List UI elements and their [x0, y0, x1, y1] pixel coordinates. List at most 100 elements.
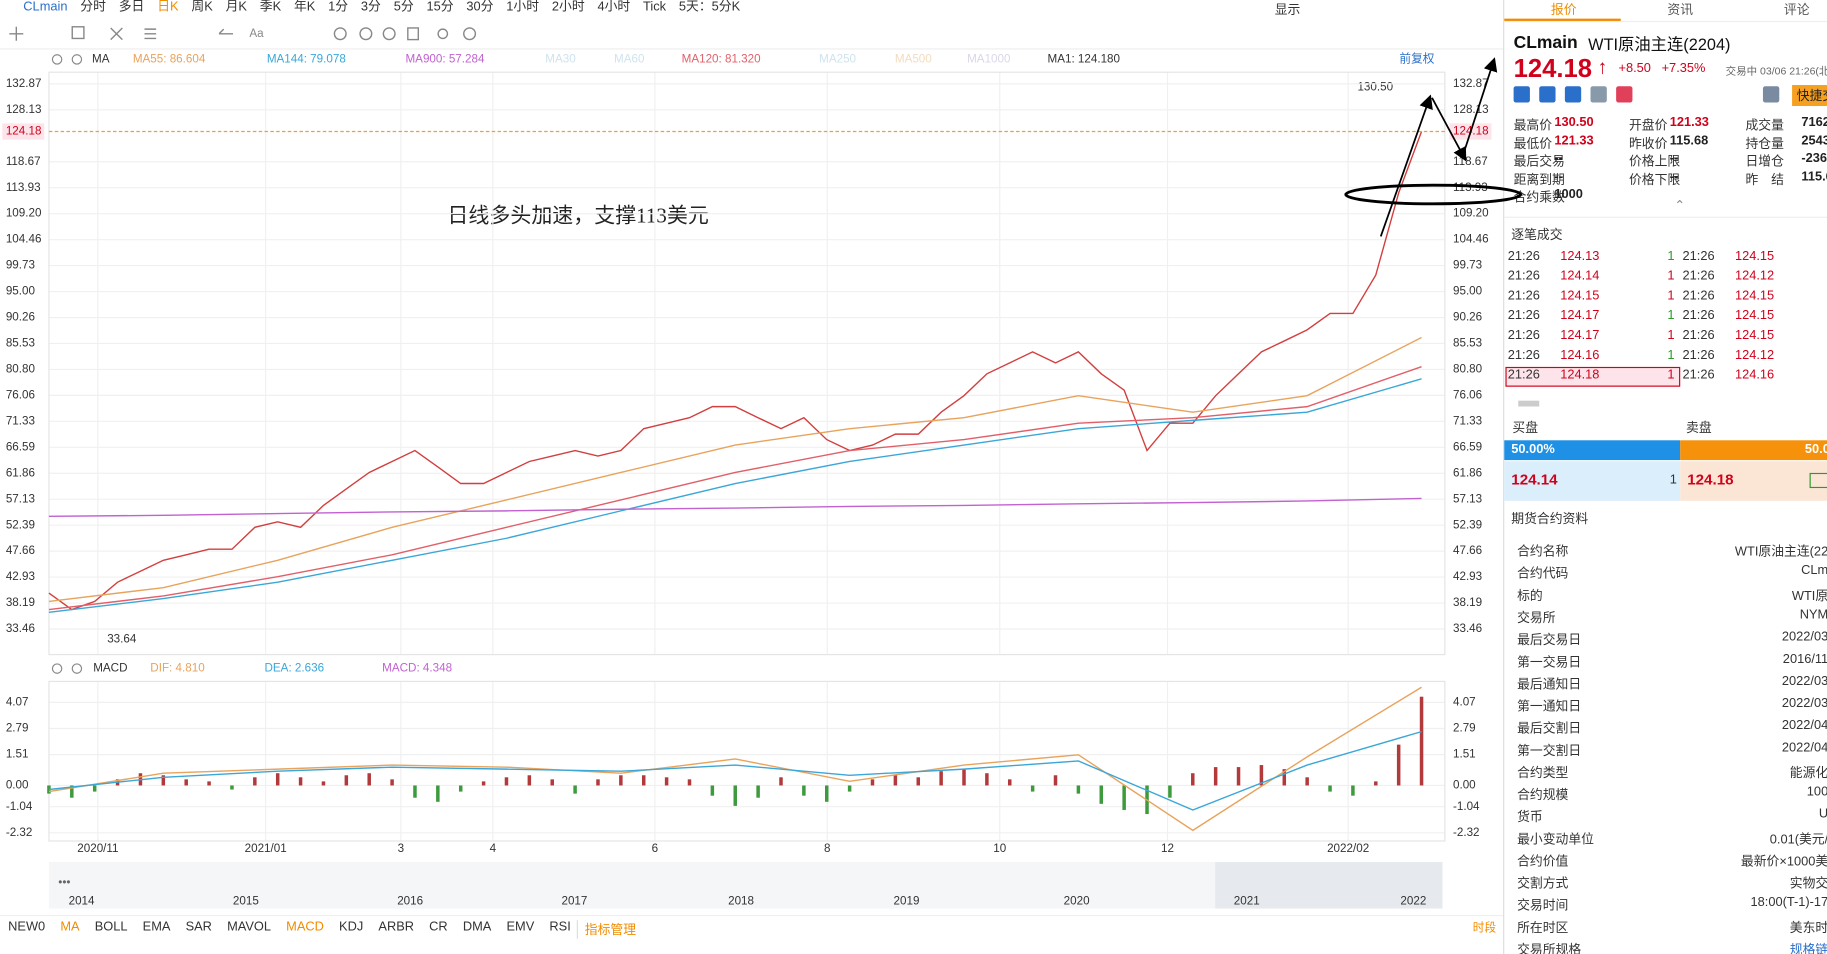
macd-bar — [253, 777, 257, 786]
indicator-tab[interactable]: DMA — [462, 920, 492, 935]
period-tab[interactable]: 季K — [259, 0, 282, 14]
period-tab[interactable]: 3分 — [360, 0, 381, 14]
display-button[interactable]: 显示 — [1274, 3, 1301, 18]
period-tab[interactable]: 1小时 — [506, 0, 540, 14]
tab[interactable]: 报价 — [1550, 3, 1577, 18]
indicator-tab[interactable]: MA — [60, 920, 80, 935]
settings-icon[interactable] — [51, 663, 63, 674]
ma-legend: MA144: 79.078 — [267, 52, 346, 65]
quick-trade[interactable]: 快捷交 — [1792, 85, 1827, 106]
indicator-tab[interactable]: RSI — [549, 920, 571, 935]
period-tab[interactable]: 2小时 — [551, 0, 585, 14]
period-tab[interactable]: Tick — [643, 0, 667, 14]
period-tab[interactable]: 日K — [157, 0, 179, 14]
indicator-tab[interactable]: ARBR — [378, 920, 415, 935]
x-tick-label: 8 — [824, 842, 830, 855]
nav-handle[interactable]: ••• — [58, 876, 70, 889]
indicator-tab[interactable]: KDJ — [339, 920, 364, 935]
trade-time: 21:26 — [1507, 308, 1540, 323]
indicator-tab[interactable]: SAR — [185, 920, 212, 935]
info-value: 2022/04 — [1781, 718, 1827, 733]
stat-label: 最低价 — [1513, 136, 1553, 151]
navigator[interactable] — [48, 861, 1443, 909]
y-tick-label: 52.39 — [6, 518, 35, 531]
info-label: 最后交易日 — [1517, 633, 1582, 648]
y-tick-label: 1.51 — [6, 748, 29, 761]
info-value: 规格链 — [1789, 943, 1827, 954]
ask-check[interactable] — [1809, 472, 1827, 489]
x-tick-label: 6 — [652, 842, 658, 855]
ask-pct: 50.0 — [1804, 442, 1827, 457]
trade-price: 124.12 — [1734, 269, 1775, 284]
status: 交易中 03/06 21:26(北 — [1725, 65, 1827, 77]
period-tab[interactable]: 分时 — [80, 0, 106, 14]
period-tab[interactable]: 15分 — [426, 0, 454, 14]
period-tab[interactable]: 月K — [225, 0, 247, 14]
macd-bar — [1374, 781, 1378, 786]
y-tick-label: 61.86 — [6, 466, 35, 479]
macd-bar — [161, 775, 166, 786]
trade-price: 124.14 — [1560, 269, 1600, 284]
info-value: 100 — [1806, 785, 1827, 800]
info-title: 期货合约资料 — [1511, 512, 1589, 527]
indicator-tab[interactable]: EMV — [506, 920, 535, 935]
info-label: 合约价值 — [1517, 854, 1569, 869]
macd-bar — [298, 777, 303, 786]
symbol[interactable]: CLmain — [23, 0, 68, 14]
y-tick-label: 57.13 — [6, 492, 35, 505]
y-tick-label: 2.79 — [6, 722, 29, 735]
trade-highlight — [1505, 366, 1681, 387]
y-tick-label: 38.19 — [1453, 596, 1482, 609]
stat-label: 持仓量 — [1745, 136, 1784, 151]
period-tab[interactable]: 5分 — [393, 0, 414, 14]
indicator-tab[interactable]: EMA — [142, 920, 171, 935]
divider — [1504, 216, 1827, 218]
y-tick-label: 47.66 — [6, 544, 35, 557]
info-value: 18:00(T-1)-17 — [1750, 895, 1827, 910]
y-tick-label: 80.80 — [6, 362, 36, 375]
ma-legend: MA1000 — [967, 52, 1011, 65]
indicator-tab[interactable]: BOLL — [94, 920, 128, 935]
indicator-tab[interactable]: CR — [429, 920, 448, 935]
macd-bar — [1030, 785, 1035, 792]
stat-label: 成交量 — [1745, 118, 1784, 133]
ask-box — [1680, 461, 1827, 501]
indicator-tab[interactable]: MAVOL — [227, 920, 272, 935]
period-tab[interactable]: 1分 — [328, 0, 349, 14]
indicator-tab[interactable]: MACD — [286, 920, 324, 935]
close-icon[interactable] — [71, 54, 83, 65]
bell[interactable] — [1762, 86, 1780, 103]
trade-volume: 1 — [1667, 328, 1675, 343]
macd-bar — [1236, 767, 1241, 786]
close-icon[interactable] — [71, 663, 83, 674]
ask-price: 124.18 — [1687, 470, 1734, 489]
settings-icon[interactable] — [51, 54, 63, 65]
period-button[interactable]: 时段 — [1473, 920, 1497, 934]
indicator-tab[interactable]: NEW0 — [8, 920, 46, 935]
period-tab[interactable]: 30分 — [466, 0, 494, 14]
stat-label: 昨收价 — [1628, 136, 1668, 151]
period-tab[interactable]: 周K — [191, 0, 213, 14]
font-button[interactable]: Aa — [249, 27, 264, 40]
tab[interactable]: 资讯 — [1667, 3, 1694, 18]
period-tab[interactable]: 5天：5分K — [678, 0, 741, 14]
macd-bar — [47, 785, 51, 794]
y-tick-label: 99.73 — [1453, 259, 1482, 272]
period-tab[interactable]: 4小时 — [597, 0, 631, 14]
period-tab[interactable]: 年K — [293, 0, 316, 14]
period-tab[interactable]: 多日 — [118, 0, 145, 14]
adjust-button[interactable]: 前复权 — [1399, 51, 1434, 65]
tab[interactable]: 评论 — [1783, 3, 1810, 18]
info-label: 交易所规格 — [1517, 943, 1582, 954]
macd-bar — [733, 785, 737, 806]
navigator-window[interactable] — [1215, 861, 1443, 909]
macd-bar — [573, 785, 577, 794]
macd-bar — [367, 773, 371, 786]
macd-bar — [92, 785, 97, 792]
nav-year: 2017 — [561, 895, 587, 908]
indicator-manage[interactable]: 指标管理 — [576, 920, 636, 939]
change: +8.50 — [1618, 61, 1651, 76]
info-label: 标的 — [1517, 589, 1543, 604]
macd-bar — [825, 785, 829, 802]
macd-bar — [1191, 773, 1195, 786]
